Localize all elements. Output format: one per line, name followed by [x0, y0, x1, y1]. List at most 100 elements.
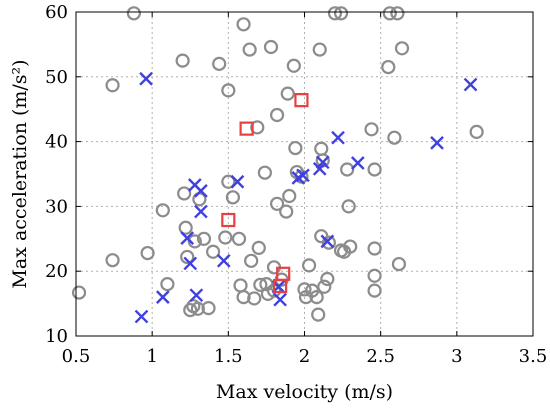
circle-point	[221, 83, 236, 98]
y-tick-label: 50	[45, 67, 68, 88]
circle-point	[206, 244, 221, 259]
circle-point	[263, 39, 279, 55]
circle-point	[236, 290, 251, 305]
x-tick-label: 0.5	[62, 346, 91, 367]
square-point	[221, 212, 236, 228]
square-point	[239, 121, 254, 136]
circle-point	[297, 282, 312, 297]
x-point	[273, 292, 287, 307]
circle-point	[327, 6, 343, 21]
circle-point	[221, 174, 236, 189]
circle-point	[242, 42, 257, 57]
circle-point	[126, 6, 141, 21]
circle-point	[286, 58, 301, 73]
circle-point	[301, 258, 317, 273]
circle-point	[394, 41, 410, 56]
x-point	[189, 288, 204, 303]
circle-point	[367, 268, 382, 283]
circle-point	[381, 59, 396, 75]
y-tick-label: 10	[45, 326, 68, 347]
square-point	[273, 279, 288, 294]
circle-point	[236, 17, 251, 32]
circle-point	[244, 253, 259, 268]
square-point	[294, 93, 309, 108]
circle-point	[196, 231, 212, 246]
x-tick-label: 3	[451, 346, 462, 367]
circle-point	[317, 279, 332, 294]
circle-point	[314, 141, 329, 156]
y-tick-label: 60	[45, 2, 68, 23]
x-tick-label: 1	[146, 346, 157, 367]
circle-point	[367, 241, 382, 256]
circle-point	[269, 196, 285, 211]
circle-point	[160, 277, 175, 292]
circle-point	[387, 130, 402, 145]
circle-point	[178, 220, 193, 235]
circle-point	[364, 122, 379, 137]
x-point	[139, 71, 153, 86]
circle-point	[180, 249, 195, 265]
circle-point	[231, 231, 247, 246]
x-point	[155, 290, 170, 304]
x-tick-label: 2	[299, 346, 310, 367]
x-point	[296, 168, 310, 183]
circle-point	[312, 42, 327, 57]
x-point	[216, 253, 231, 268]
circle-point	[247, 291, 262, 306]
circle-point	[320, 271, 335, 287]
circle-point	[333, 6, 349, 21]
grid-lines	[76, 12, 533, 336]
circle-point	[279, 204, 294, 219]
x-point	[194, 204, 208, 219]
circle-point	[311, 307, 326, 322]
circle-point	[343, 239, 358, 254]
circle-point	[177, 186, 192, 201]
y-tick-label: 20	[45, 261, 68, 282]
circle-point	[257, 165, 272, 180]
circle-point	[105, 78, 120, 93]
circle-point	[390, 6, 405, 21]
x-axis-label: Max velocity (m/s)	[216, 381, 393, 403]
x-point	[194, 183, 208, 198]
circle-point	[280, 86, 295, 101]
x-point	[430, 136, 444, 150]
circle-point	[233, 278, 248, 293]
x-point	[180, 231, 195, 246]
circle-point	[212, 56, 227, 71]
tick-labels: 0.5 1 1.5 2 2.5 3 3.5 10 20 30 40 50 60	[45, 2, 547, 367]
circle-point	[190, 301, 205, 316]
circle-point	[341, 199, 356, 214]
circle-point	[140, 245, 155, 261]
x-point	[350, 156, 365, 170]
x-point	[183, 256, 198, 271]
circle-point	[250, 120, 265, 135]
circle-point	[253, 277, 268, 292]
circle-point	[218, 230, 233, 245]
circle-point	[282, 188, 297, 204]
circle-point	[367, 162, 382, 177]
x-tick-label: 3.5	[519, 346, 548, 367]
circle-point	[309, 290, 324, 305]
circle-point	[183, 302, 198, 318]
circle-point	[155, 203, 170, 218]
x-point	[331, 130, 345, 145]
x-tick-label: 1.5	[214, 346, 243, 367]
x-point	[320, 234, 335, 249]
x-point	[134, 309, 149, 324]
x-point	[463, 77, 478, 92]
circle-point	[269, 107, 285, 123]
plot-frame	[75, 11, 534, 337]
x-point	[230, 174, 245, 189]
circle-point	[175, 53, 190, 68]
circle-point	[201, 301, 216, 316]
circle-point	[340, 162, 355, 177]
x-point	[315, 155, 330, 170]
circle-point	[288, 140, 303, 156]
circle-point	[251, 240, 266, 255]
y-axis-label: Max acceleration (m/s²)	[9, 59, 31, 288]
circle-point	[105, 253, 120, 268]
circle-point	[321, 235, 336, 250]
circle-point	[225, 190, 241, 205]
circle-point	[391, 256, 407, 272]
